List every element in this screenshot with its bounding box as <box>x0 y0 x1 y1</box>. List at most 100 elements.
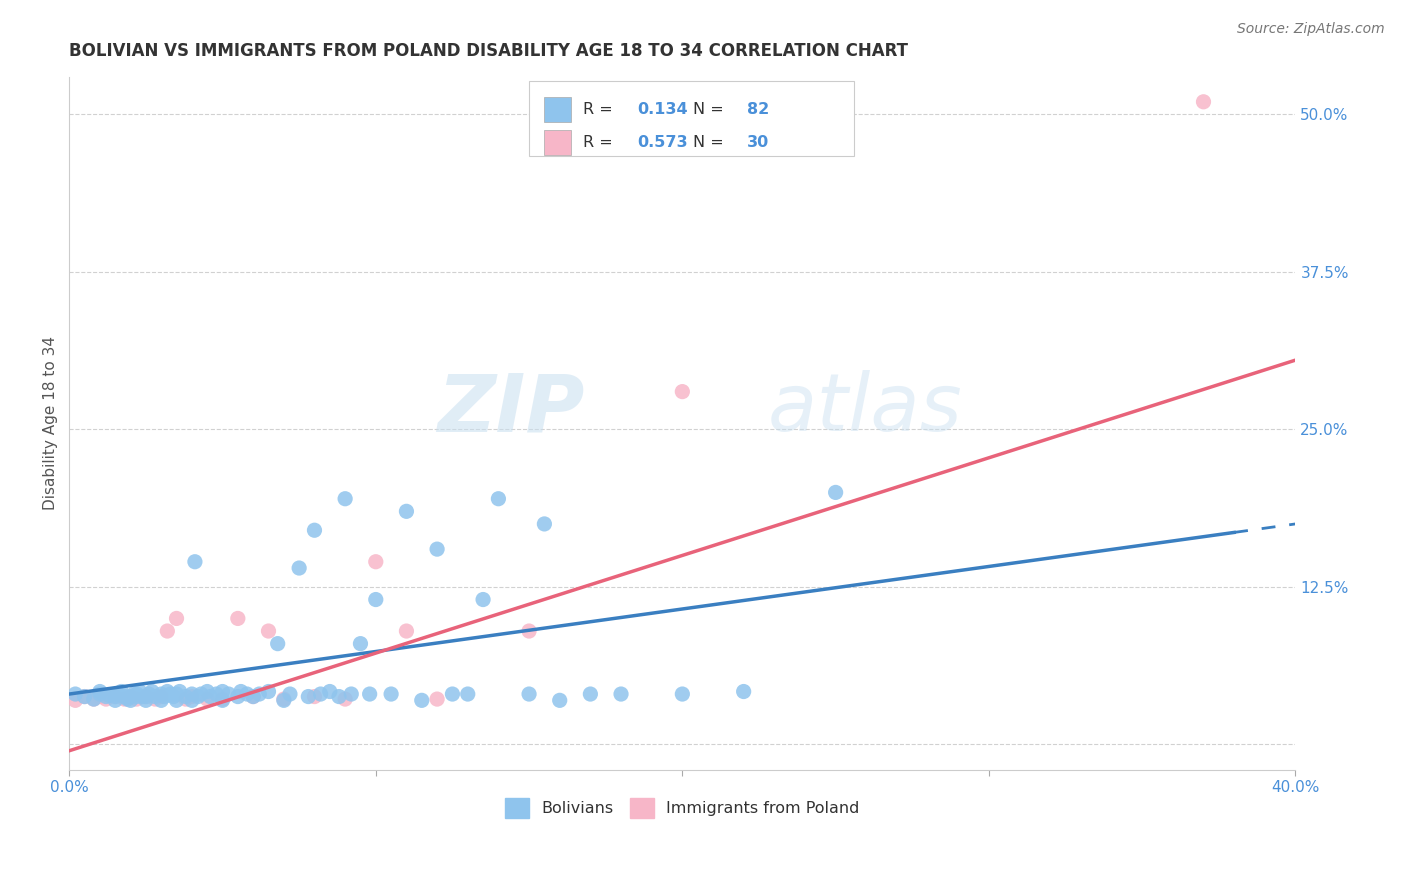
Point <box>73 690 96 704</box>
FancyBboxPatch shape <box>529 81 853 156</box>
Point <box>166 687 188 701</box>
Point <box>824 485 846 500</box>
Point <box>94 690 117 704</box>
Point <box>533 516 555 531</box>
Point <box>426 692 449 706</box>
Point <box>141 684 163 698</box>
Point <box>174 690 197 704</box>
Point <box>89 684 111 698</box>
Point <box>135 690 157 704</box>
Point <box>104 690 127 704</box>
Point <box>187 690 209 704</box>
Point <box>143 690 166 704</box>
Point <box>83 692 105 706</box>
Text: 30: 30 <box>748 136 769 151</box>
Point <box>579 687 602 701</box>
Point <box>169 684 191 698</box>
Point <box>125 690 148 704</box>
Point <box>304 690 326 704</box>
Text: 0.573: 0.573 <box>637 136 688 151</box>
Point <box>174 692 197 706</box>
FancyBboxPatch shape <box>544 130 571 155</box>
Point <box>166 693 188 707</box>
Point <box>411 693 433 707</box>
Point <box>98 688 121 702</box>
Point <box>180 690 202 704</box>
Point <box>472 592 495 607</box>
Point <box>200 690 222 704</box>
Point <box>395 504 418 518</box>
Text: 82: 82 <box>748 103 769 118</box>
Point <box>242 690 264 704</box>
Text: atlas: atlas <box>768 370 963 449</box>
Point <box>156 684 179 698</box>
Point <box>211 684 233 698</box>
Point <box>226 611 249 625</box>
Point <box>359 687 381 701</box>
Point <box>441 687 464 701</box>
Text: Source: ZipAtlas.com: Source: ZipAtlas.com <box>1237 22 1385 37</box>
Point <box>517 687 540 701</box>
Point <box>195 692 218 706</box>
Point <box>486 491 509 506</box>
Point <box>122 687 145 701</box>
Point <box>517 624 540 638</box>
Point <box>150 693 173 707</box>
Point <box>166 611 188 625</box>
Point <box>309 687 332 701</box>
Point <box>107 687 129 701</box>
Point <box>112 690 135 704</box>
Point <box>426 542 449 557</box>
Text: N =: N = <box>693 103 730 118</box>
Point <box>120 693 142 707</box>
Point <box>349 637 371 651</box>
Text: R =: R = <box>583 136 617 151</box>
Point <box>180 687 202 701</box>
Point <box>138 687 160 701</box>
Point <box>150 690 173 704</box>
Point <box>156 624 179 638</box>
Point <box>242 690 264 704</box>
Point <box>135 693 157 707</box>
Point <box>117 692 139 706</box>
Point <box>364 592 387 607</box>
Point <box>112 692 135 706</box>
Point <box>278 687 301 701</box>
Point <box>211 693 233 707</box>
Point <box>190 687 212 701</box>
Point <box>159 687 181 701</box>
Point <box>218 687 240 701</box>
Point <box>180 693 202 707</box>
Point <box>364 555 387 569</box>
Text: 0.134: 0.134 <box>637 103 688 118</box>
Point <box>211 692 233 706</box>
Point <box>610 687 633 701</box>
Point <box>65 693 87 707</box>
Point <box>184 555 207 569</box>
Point <box>195 684 218 698</box>
Point <box>273 692 295 706</box>
Point <box>328 690 350 704</box>
Point <box>104 690 127 704</box>
Point <box>247 687 270 701</box>
Point <box>125 687 148 701</box>
Point <box>83 692 105 706</box>
Point <box>153 690 176 704</box>
Point <box>457 687 479 701</box>
Point <box>104 693 127 707</box>
Point <box>288 561 311 575</box>
Point <box>236 687 259 701</box>
Legend: Bolivians, Immigrants from Poland: Bolivians, Immigrants from Poland <box>499 792 866 824</box>
Point <box>297 690 319 704</box>
Text: R =: R = <box>583 103 617 118</box>
Point <box>135 690 157 704</box>
Point <box>319 684 342 698</box>
Point <box>110 684 132 698</box>
Point <box>125 692 148 706</box>
Point <box>333 692 356 706</box>
Point <box>132 690 155 704</box>
Point <box>257 624 280 638</box>
Point <box>89 687 111 701</box>
Point <box>150 687 173 701</box>
Point <box>205 687 228 701</box>
